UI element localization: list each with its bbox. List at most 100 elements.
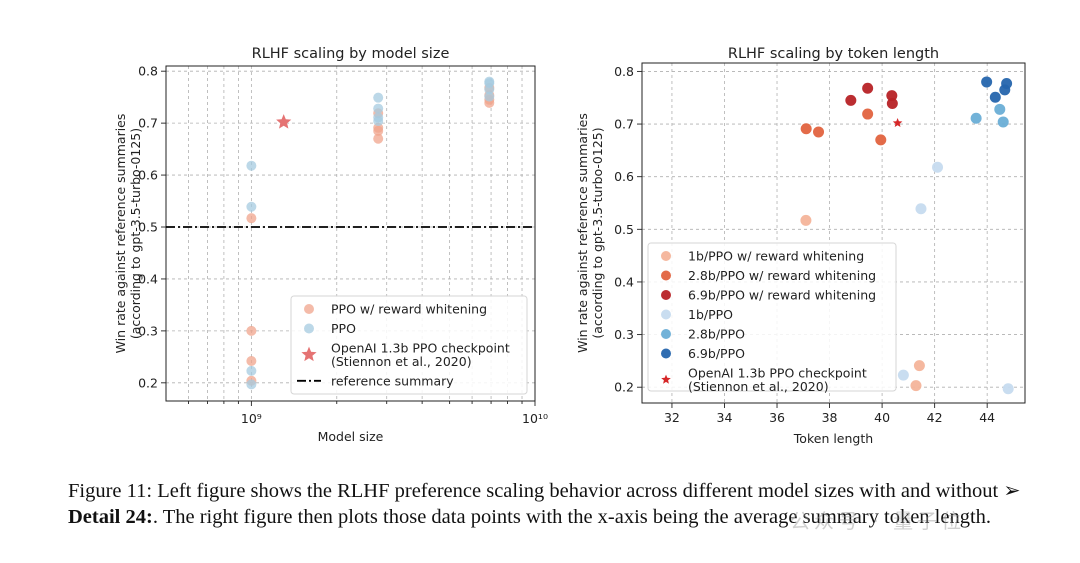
legend-label: 2.8b/PPO w/ reward whitening xyxy=(688,268,876,283)
data-point xyxy=(994,103,1006,115)
x-tick-label: 36 xyxy=(769,410,785,425)
caption-text: Figure 11: Left figure shows the RLHF pr… xyxy=(68,480,1004,502)
data-point xyxy=(373,103,384,114)
caption-bold: Detail 24: xyxy=(68,506,153,528)
data-point xyxy=(915,203,927,215)
y-axis-label: Win rate against reference summaries xyxy=(575,113,590,353)
y-axis-label: (according to gpt-3.5-turbo-0125) xyxy=(590,127,605,338)
data-point xyxy=(910,380,922,392)
y-tick-label: 0.4 xyxy=(138,271,158,286)
legend-marker xyxy=(661,374,671,384)
legend-marker xyxy=(661,290,671,300)
legend-label: (Stiennon et al., 2020) xyxy=(688,379,829,394)
legend-marker xyxy=(301,346,317,362)
x-tick-label: 40 xyxy=(874,410,890,425)
data-point xyxy=(373,125,384,136)
x-tick-label: 10⁹ xyxy=(241,411,262,426)
legend-box xyxy=(290,295,528,395)
watermark: 公众号 · 量子位 xyxy=(790,509,966,533)
data-point xyxy=(886,98,898,110)
y-tick-label: 0.8 xyxy=(138,64,158,79)
chart-token-length: 0.2 0.3 0.4 0.5 0.6 0.7 0.8 32 34 36 38 40 42 44 RLHF … xyxy=(575,46,1026,446)
legend-marker xyxy=(661,270,671,281)
y-axis-label: Win rate against reference summaries xyxy=(113,114,128,354)
legend: 1b/PPO w/ reward whitening 2.8b/PPO w/ re… xyxy=(647,242,897,394)
data-point xyxy=(813,126,825,138)
x-axis-label: Token length xyxy=(793,431,873,446)
plot-frame xyxy=(165,65,536,402)
chart-model-size: 0.2 0.3 0.4 0.5 0.6 0.7 0.8 10⁹ 10¹⁰ RLHF scaling… xyxy=(113,46,548,444)
data-point xyxy=(1001,78,1013,90)
data-point xyxy=(897,369,909,381)
chart-title: RLHF scaling by model size xyxy=(252,46,450,62)
x-axis-label: Model size xyxy=(318,429,384,444)
data-point xyxy=(989,91,1001,103)
y-tick-label: 0.6 xyxy=(614,169,634,184)
data-point xyxy=(913,360,925,372)
legend-label: PPO xyxy=(331,321,356,336)
y-tick-label: 0.2 xyxy=(614,380,634,395)
checkpoint-star xyxy=(892,118,903,127)
legend-marker xyxy=(304,323,314,334)
data-point xyxy=(932,161,944,173)
x-tick-label: 42 xyxy=(927,410,943,425)
x-tick-label: 10¹⁰ xyxy=(522,411,548,426)
y-tick-label: 0.7 xyxy=(138,116,158,131)
legend-marker xyxy=(661,309,671,320)
arrow-glyph: ➢ xyxy=(1003,480,1021,502)
data-point xyxy=(997,116,1009,128)
legend-label: (Stiennon et al., 2020) xyxy=(331,354,472,369)
legend-label: 6.9b/PPO w/ reward whitening xyxy=(688,288,876,303)
data-point xyxy=(484,91,495,102)
data-point xyxy=(246,365,257,376)
data-point xyxy=(800,123,812,135)
legend-label: PPO w/ reward whitening xyxy=(331,302,487,317)
legend-label: 1b/PPO w/ reward whitening xyxy=(688,249,864,264)
legend-label: reference summary xyxy=(331,373,454,388)
data-point xyxy=(845,94,857,106)
y-tick-label: 0.3 xyxy=(138,323,158,338)
y-tick-label: 0.5 xyxy=(614,222,634,237)
legend-label: 1b/PPO xyxy=(688,307,733,322)
y-tick-label: 0.3 xyxy=(614,327,634,342)
data-point xyxy=(862,108,874,120)
data-point xyxy=(875,134,887,146)
data-point xyxy=(800,214,812,226)
legend-box xyxy=(647,242,897,392)
figure-caption: Figure 11: Left figure shows the RLHF pr… xyxy=(68,478,1068,530)
data-point xyxy=(970,112,982,124)
data-point xyxy=(373,92,384,103)
legend-marker xyxy=(661,329,671,339)
data-point xyxy=(246,325,257,336)
caption-text-end: . The right figure then plots those data… xyxy=(152,506,992,528)
data-point xyxy=(484,84,495,95)
legend-marker xyxy=(304,304,314,314)
checkpoint-star xyxy=(276,114,292,129)
y-tick-label: 0.7 xyxy=(614,117,634,132)
data-point xyxy=(246,213,257,224)
legend: PPO w/ reward whitening PPO OpenAI 1.3b PP… xyxy=(290,295,528,395)
data-point xyxy=(1002,383,1014,395)
legend-marker xyxy=(661,251,671,261)
data-point xyxy=(246,201,257,212)
data-point xyxy=(246,160,257,171)
legend-label: 2.8b/PPO xyxy=(688,327,745,342)
y-tick-label: 0.5 xyxy=(138,220,158,235)
plot-frame xyxy=(641,62,1026,404)
x-tick-label: 32 xyxy=(664,410,680,425)
data-point xyxy=(886,90,898,102)
y-tick-label: 0.6 xyxy=(138,168,158,183)
y-tick-label: 0.2 xyxy=(138,375,158,390)
data-point xyxy=(373,116,384,127)
x-tick-label: 34 xyxy=(717,410,733,425)
y-tick-label: 0.8 xyxy=(614,64,634,79)
x-tick-label: 44 xyxy=(979,410,995,425)
legend-label: OpenAI 1.3b PPO checkpoint xyxy=(688,366,867,381)
legend-label: OpenAI 1.3b PPO checkpoint xyxy=(331,341,510,356)
data-point xyxy=(981,76,993,88)
x-tick-label: 38 xyxy=(822,410,838,425)
data-point xyxy=(862,82,874,94)
y-tick-label: 0.4 xyxy=(614,274,634,289)
data-point xyxy=(246,356,257,367)
legend-marker xyxy=(661,348,671,359)
